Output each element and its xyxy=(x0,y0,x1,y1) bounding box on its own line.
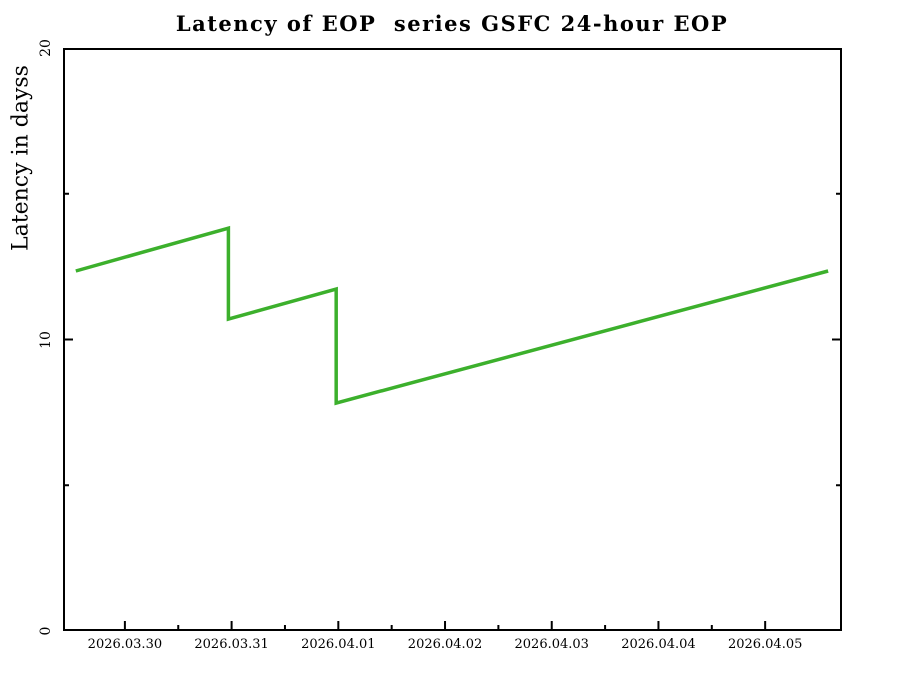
chart-title: Latency of EOP series GSFC 24-hour EOP xyxy=(175,11,729,36)
x-tick-label: 2026.04.03 xyxy=(514,637,589,652)
x-tick-label: 2026.04.02 xyxy=(407,637,483,652)
plot-area xyxy=(63,47,842,632)
y-axis-title: Latency in dayss xyxy=(8,65,34,251)
latency-line xyxy=(75,225,829,406)
x-tick-label: 2026.04.05 xyxy=(727,637,803,652)
x-tick-label: 2026.03.31 xyxy=(194,637,269,652)
y-tick-label: 10 xyxy=(38,330,54,349)
x-tick-label: 2026.04.01 xyxy=(301,637,376,652)
y-tick-label: 0 xyxy=(38,626,54,636)
y-tick-label: 20 xyxy=(38,39,54,57)
x-tick-label: 2026.03.30 xyxy=(87,637,163,652)
x-tick-label: 2026.04.04 xyxy=(621,637,696,652)
axes-frame xyxy=(63,48,842,631)
plot-svg xyxy=(63,47,842,632)
